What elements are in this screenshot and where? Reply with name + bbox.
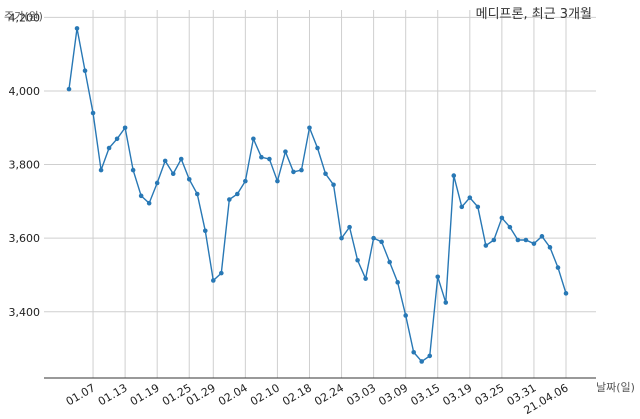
price-data-point <box>130 167 136 173</box>
x-axis-label: 날짜(일) <box>596 380 635 394</box>
price-data-point <box>138 193 144 199</box>
price-data-point <box>90 110 96 116</box>
price-data-point <box>379 239 384 245</box>
price-data-point <box>435 274 441 280</box>
x-tick-label: 03.09 <box>376 381 410 408</box>
price-data-point <box>451 173 457 178</box>
price-data-point <box>235 191 240 197</box>
price-data-point <box>499 215 505 221</box>
price-data-point <box>243 178 248 184</box>
x-tick-label: 02.18 <box>280 381 314 408</box>
price-data-point <box>162 158 168 164</box>
price-data-point <box>74 26 80 31</box>
price-data-point <box>194 191 200 197</box>
x-tick-label: 03.19 <box>441 381 475 408</box>
chart-title: 메디프론, 최근 3개월 <box>476 7 592 22</box>
x-tick-label: 01.13 <box>96 381 130 408</box>
price-data-point <box>307 125 312 131</box>
price-data-point <box>146 200 152 206</box>
price-data-point <box>539 234 545 239</box>
price-data-point <box>259 154 264 160</box>
x-tick-label: 01.19 <box>128 381 162 408</box>
price-data-point <box>459 204 465 210</box>
x-tick-label: 03.15 <box>408 381 442 408</box>
x-tick-label: 02.10 <box>248 381 282 408</box>
price-data-point <box>291 169 296 175</box>
price-data-point <box>178 156 184 162</box>
x-tick-label: 03.03 <box>344 381 378 408</box>
y-axis-label: 주가(원) <box>4 10 43 23</box>
price-data-point <box>323 171 328 177</box>
price-data-point <box>491 237 497 243</box>
price-data-point <box>339 235 344 241</box>
price-data-point <box>331 182 336 188</box>
price-data-point <box>371 235 376 241</box>
grid-lines <box>44 10 596 378</box>
price-data-point <box>227 197 232 202</box>
price-data-point <box>443 300 449 305</box>
price-data-point <box>275 178 280 184</box>
price-data-point <box>419 359 425 364</box>
price-data-point <box>467 195 473 200</box>
price-data-point <box>515 237 521 243</box>
price-data-point <box>219 270 224 276</box>
price-data-point <box>523 237 529 243</box>
price-data-point <box>363 276 368 281</box>
price-data-point <box>475 204 481 210</box>
price-data-point <box>154 180 160 186</box>
price-data-point <box>114 136 120 142</box>
price-data-point <box>427 353 433 359</box>
y-tick-label: 3,600 <box>9 232 41 245</box>
price-data-point <box>387 259 392 265</box>
price-data-point <box>411 349 416 355</box>
price-data-point <box>355 257 360 263</box>
price-data-point <box>315 145 320 151</box>
y-tick-label: 3,400 <box>9 306 41 319</box>
price-data-point <box>251 136 256 142</box>
x-tick-label: 02.04 <box>216 381 250 408</box>
y-tick-label: 4,000 <box>9 85 41 98</box>
price-data-point <box>507 224 513 230</box>
price-data-point <box>483 243 489 248</box>
y-tick-labels: 3,400 3,600 3,800 4,000 4,200 <box>9 11 41 318</box>
price-data-points <box>66 26 569 364</box>
price-data-point <box>299 167 304 173</box>
price-data-point <box>283 149 288 154</box>
price-data-point <box>531 241 537 246</box>
price-data-point <box>563 291 569 296</box>
x-tick-label: 03.25 <box>473 381 507 408</box>
price-data-point <box>210 278 216 283</box>
price-data-point <box>170 171 176 177</box>
price-data-point <box>186 176 192 182</box>
price-data-point <box>267 156 272 162</box>
y-tick-label: 4,200 <box>9 11 41 24</box>
price-data-point <box>106 145 112 151</box>
price-data-point <box>82 68 88 74</box>
price-data-point <box>547 245 553 250</box>
price-data-point <box>347 224 352 230</box>
x-tick-label: 01.07 <box>64 381 98 408</box>
price-data-point <box>202 228 208 234</box>
price-data-point <box>403 313 408 318</box>
price-data-point <box>395 280 400 285</box>
price-data-point <box>98 167 104 173</box>
price-data-point <box>555 265 561 270</box>
x-tick-labels: 01.0701.1301.1901.2501.2902.0402.1002.18… <box>64 381 571 417</box>
price-data-point <box>66 86 72 92</box>
price-data-point <box>122 125 128 131</box>
x-tick-label: 02.24 <box>312 381 346 408</box>
y-tick-label: 3,800 <box>9 159 41 172</box>
